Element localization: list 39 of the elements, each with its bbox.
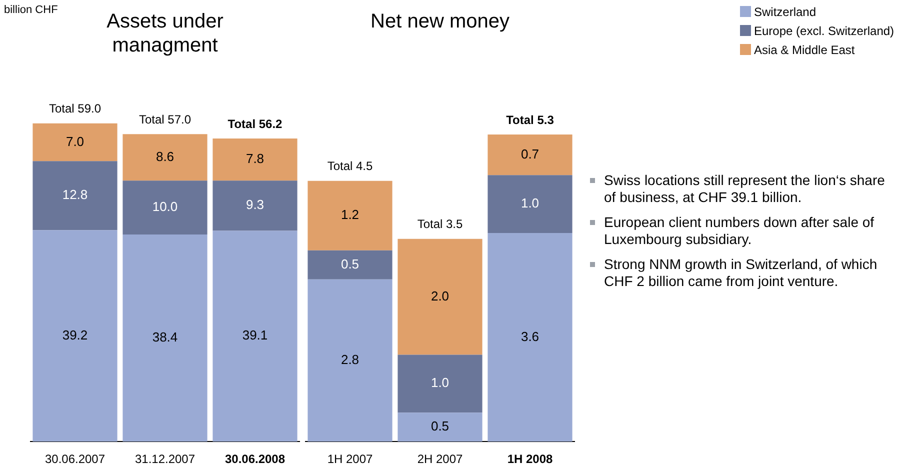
x-tick-label: 1H 2007 [327, 452, 374, 466]
data-label: 0.5 [340, 256, 360, 272]
x-tick-label: 30.06.2007 [44, 452, 106, 466]
data-label: 12.8 [62, 187, 88, 202]
data-label: 2.0 [430, 288, 450, 304]
data-label: 7.8 [246, 151, 264, 166]
legend-label: Asia & Middle East [754, 42, 855, 56]
total-label: Total 56.2 [228, 116, 283, 131]
total-label: Total 5.3 [506, 112, 554, 127]
data-label: 39.2 [62, 327, 88, 342]
data-label: 7.0 [66, 134, 84, 149]
text: Swiss locations still represent the lion‘s share of business, at CHF 39.1 billion. [604, 172, 890, 206]
chart-title: Net new money [370, 10, 510, 33]
data-label: 2.8 [340, 352, 360, 368]
x-tick-label: 2H 2007 [417, 452, 464, 466]
text: Strong NNM growth in Switzerland, of which CHF 2 billion came from joint venture. [604, 256, 890, 290]
x-tick-label: 30.06.2008 [224, 452, 286, 466]
chart-title: Assets under managment [106, 10, 224, 57]
x-tick-label: 1H 2008 [507, 452, 554, 466]
text: billion CHF [4, 4, 58, 16]
x-tick-label: 31.12.2007 [134, 452, 196, 466]
data-label: 10.0 [152, 199, 178, 214]
data-label: 8.6 [156, 148, 174, 164]
total-label: Total 57.0 [138, 112, 192, 126]
total-label: Total 4.5 [327, 159, 373, 174]
data-label: 9.3 [246, 197, 264, 212]
legend-label: Europe (excl. Switzerland) [754, 24, 894, 38]
legend-label: Switzerland [754, 4, 816, 18]
data-label: 39.1 [242, 328, 268, 343]
text: European client numbers down after sale of Luxembourg subsidiary. [604, 214, 890, 248]
data-label: 3.6 [520, 328, 540, 344]
data-label: 1.2 [340, 207, 360, 222]
data-label: 0.7 [520, 146, 540, 162]
data-label: 38.4 [152, 330, 178, 345]
data-label: 1.0 [430, 375, 450, 390]
data-label: 1.0 [520, 196, 540, 211]
total-label: Total 59.0 [48, 102, 102, 116]
data-label: 0.5 [430, 418, 450, 434]
total-label: Total 3.5 [417, 217, 463, 232]
